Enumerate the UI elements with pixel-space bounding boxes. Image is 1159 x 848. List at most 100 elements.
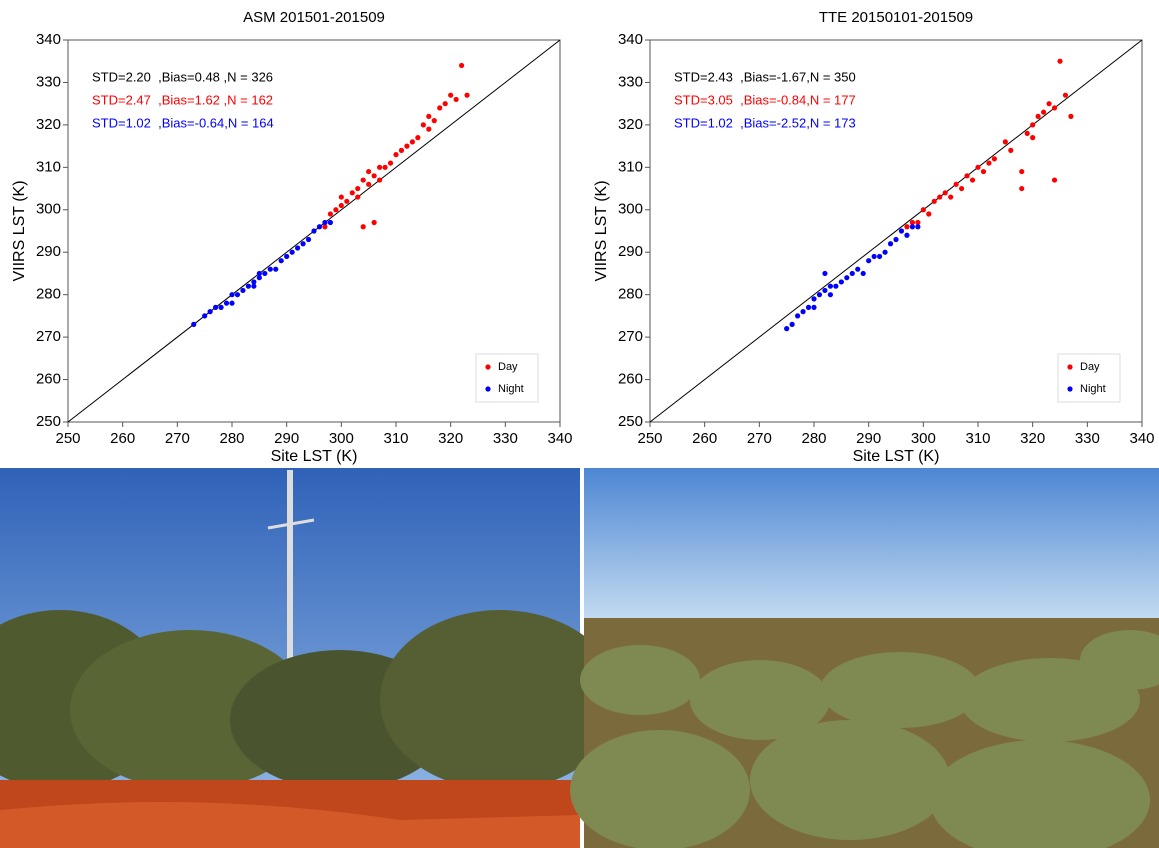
point (431, 118, 437, 124)
point (311, 228, 317, 234)
point (1051, 105, 1058, 111)
y-tick-label: 320 (618, 116, 643, 133)
point (409, 139, 415, 145)
point (931, 198, 937, 204)
point (926, 211, 932, 217)
point (1051, 177, 1058, 183)
point (387, 160, 394, 166)
stats-annotation: STD=2.43 ,Bias=-1.67,N = 350 (674, 69, 856, 84)
point (849, 270, 855, 277)
x-tick-label: 250 (55, 430, 80, 447)
point (980, 168, 987, 175)
point (805, 304, 812, 310)
point (371, 173, 377, 179)
point (404, 143, 410, 149)
x-tick-label: 270 (165, 430, 190, 447)
point (959, 185, 965, 192)
y-tick-label: 260 (36, 371, 61, 388)
point (1002, 139, 1008, 145)
y-tick-label: 340 (618, 31, 643, 48)
point (453, 96, 459, 103)
point (442, 101, 448, 107)
point (398, 147, 405, 153)
point (415, 135, 421, 141)
point (377, 164, 383, 170)
y-tick-label: 300 (36, 201, 61, 218)
point (191, 321, 197, 327)
point (464, 92, 470, 98)
point (366, 181, 372, 187)
point (327, 211, 333, 217)
point (898, 228, 905, 234)
point (213, 304, 219, 310)
point (1019, 185, 1025, 192)
one-to-one-line (649, 39, 1143, 423)
point (991, 156, 998, 162)
x-tick-label: 320 (1020, 430, 1045, 447)
x-tick-label: 300 (911, 430, 936, 447)
point (1030, 135, 1036, 141)
point (986, 160, 992, 166)
legend-label: Night (498, 383, 524, 395)
x-tick-label: 270 (747, 430, 772, 447)
point (871, 253, 877, 260)
x-axis-label: Site LST (K) (853, 448, 940, 465)
x-tick-label: 290 (274, 430, 299, 447)
point (229, 292, 235, 298)
point (795, 313, 801, 319)
x-tick-label: 250 (637, 430, 662, 447)
point (893, 236, 899, 243)
y-tick-label: 300 (618, 201, 643, 218)
point (437, 105, 443, 111)
point (860, 270, 866, 277)
point (822, 270, 828, 277)
y-tick-label: 290 (36, 243, 61, 260)
legend-marker (1067, 364, 1073, 370)
point (234, 292, 241, 298)
point (1057, 58, 1063, 64)
stats-annotation: STD=1.02 ,Bias=-0.64,N = 164 (92, 115, 274, 130)
point (327, 219, 333, 226)
point (937, 194, 943, 200)
x-axis-label: Site LST (K) (271, 448, 358, 465)
y-tick-label: 270 (36, 328, 61, 345)
legend: Day Night (475, 353, 539, 403)
y-tick-label: 250 (618, 413, 643, 430)
point (207, 309, 213, 315)
point (355, 185, 361, 192)
point (1035, 113, 1041, 119)
point (1008, 147, 1014, 153)
point (459, 62, 465, 69)
x-tick-label: 300 (329, 430, 354, 447)
y-axis-label: VIIRS LST (K) (11, 180, 28, 281)
point (202, 313, 208, 319)
x-tick-label: 260 (110, 430, 135, 447)
point (784, 326, 790, 332)
point (816, 292, 823, 298)
x-tick-label: 320 (438, 430, 463, 447)
x-tick-label: 280 (801, 430, 826, 447)
point (975, 164, 981, 170)
point (360, 177, 366, 183)
x-tick-label: 310 (965, 430, 990, 447)
x-tick-label: 310 (383, 430, 408, 447)
point (838, 279, 844, 285)
y-tick-label: 330 (618, 73, 643, 90)
point (262, 270, 268, 277)
point (920, 207, 926, 213)
stats-annotation: STD=2.20 ,Bias=0.48 ,N = 326 (92, 69, 273, 84)
point (844, 275, 850, 281)
point (420, 122, 426, 128)
point (300, 241, 306, 247)
point (789, 321, 795, 327)
point (1062, 92, 1069, 98)
point (1068, 113, 1074, 119)
point (366, 168, 372, 175)
point (909, 219, 916, 226)
point (833, 283, 839, 289)
point (948, 194, 954, 200)
point (251, 279, 257, 285)
legend: Day Night (1057, 353, 1121, 403)
x-tick-label: 330 (1075, 430, 1100, 447)
